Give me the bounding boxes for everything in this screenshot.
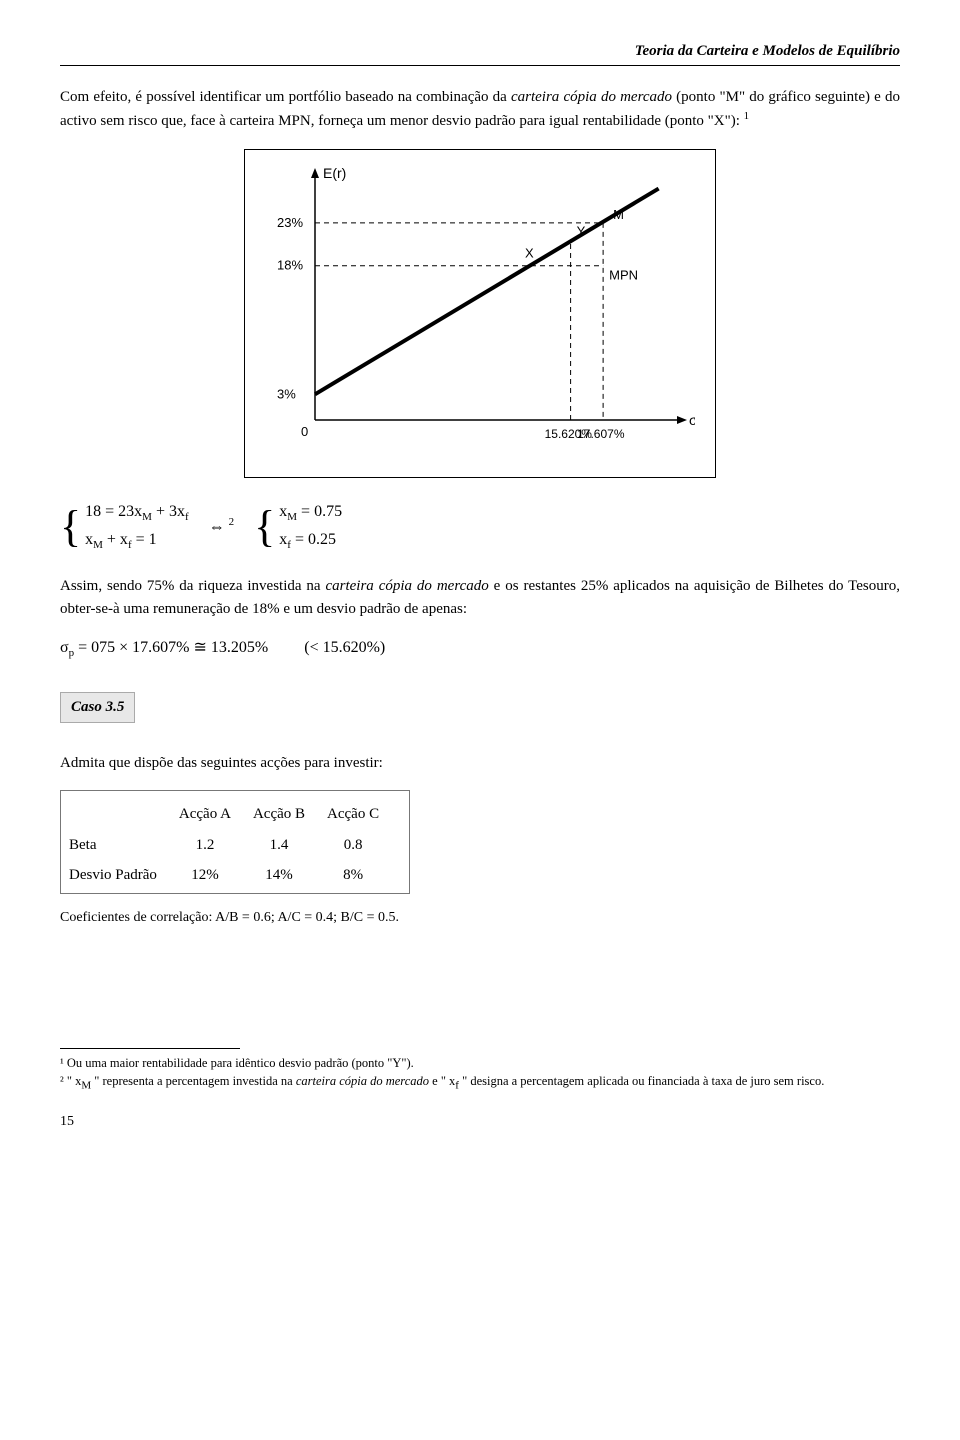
fn2-d: " designa a percentagem aplicada ou fina… (459, 1074, 824, 1088)
svg-text:E(r): E(r) (323, 165, 346, 181)
stock-table: Acção A Acção B Acção C Beta 1.2 1.4 0.8… (69, 799, 401, 891)
equation-system: { 18 = 23xM + 3xf xM + xf = 1 ⇔ 2 { xM =… (60, 498, 900, 555)
table-row: Desvio Padrão 12% 14% 8% (69, 860, 401, 891)
fn2-b: " representa a percentagem investida na (91, 1074, 296, 1088)
sigma-equation: σp = 075 × 17.607% ≅ 13.205% (< 15.620%) (60, 636, 900, 662)
capm-chart: E(r)σ023%18%3%15.620%17.607%MYXMPN (255, 160, 695, 460)
footnote-mark-1: 1 (744, 110, 750, 122)
caso-heading: Caso 3.5 (60, 692, 135, 723)
eq-right-col: xM = 0.75 xf = 0.25 (279, 498, 342, 555)
paragraph-1: Com efeito, é possível identificar um po… (60, 86, 900, 133)
th-blank (69, 799, 179, 830)
fn2-subM: M (81, 1079, 91, 1091)
svg-text:3%: 3% (277, 386, 296, 401)
eq-l2c: = 1 (132, 531, 157, 548)
cell: 14% (253, 860, 327, 891)
th-c: Acção C (327, 799, 401, 830)
running-header: Teoria da Carteira e Modelos de Equilíbr… (60, 40, 900, 63)
svg-text:23%: 23% (277, 214, 303, 229)
eq-l1b: + 3x (152, 503, 185, 520)
row-label: Beta (69, 830, 179, 861)
paragraph-2: Assim, sendo 75% da riqueza investida na… (60, 575, 900, 620)
svg-text:Y: Y (577, 223, 586, 238)
svg-text:X: X (525, 245, 534, 260)
eq-l1a: 18 = 23x (85, 503, 142, 520)
eq-left-col: 18 = 23xM + 3xf xM + xf = 1 (85, 498, 189, 555)
paragraph-3: Admita que dispõe das seguintes acções p… (60, 752, 900, 775)
eq-l2b: + x (103, 531, 128, 548)
footnote-1: ¹ Ou uma maior rentabilidade para idênti… (60, 1055, 900, 1073)
eq-l2-subM: M (93, 539, 103, 551)
correlation-note: Coeficientes de correlação: A/B = 0.6; A… (60, 907, 900, 928)
footnote-2: ² " xM " representa a percentagem invest… (60, 1073, 900, 1094)
svg-text:MPN: MPN (609, 267, 638, 282)
svg-text:17.607%: 17.607% (577, 427, 625, 441)
cell: 1.2 (179, 830, 253, 861)
eq-l2a: x (85, 531, 93, 548)
cell: 12% (179, 860, 253, 891)
iff-symbol: ⇔ 2 (209, 514, 235, 539)
row-label: Desvio Padrão (69, 860, 179, 891)
sigma-note: (< 15.620%) (304, 639, 385, 656)
fn2-a: ² " x (60, 1074, 81, 1088)
svg-text:M: M (613, 206, 624, 221)
left-brace-1: { (60, 507, 81, 547)
eq-r2b: = 0.25 (291, 531, 336, 548)
sigma-expr: = 075 × 17.607% ≅ 13.205% (74, 639, 268, 656)
header-rule (60, 65, 900, 66)
table-row: Beta 1.2 1.4 0.8 (69, 830, 401, 861)
p1-ital: carteira cópia do mercado (511, 89, 672, 105)
sigma-sym: σ (60, 639, 69, 656)
page-number: 15 (60, 1111, 900, 1132)
svg-text:σ: σ (689, 412, 695, 428)
cell: 8% (327, 860, 401, 891)
th-a: Acção A (179, 799, 253, 830)
eq-l1-subf: f (185, 511, 189, 523)
cell: 0.8 (327, 830, 401, 861)
footnote-mark-2: 2 (229, 516, 235, 528)
chart-box: E(r)σ023%18%3%15.620%17.607%MYXMPN (244, 149, 716, 479)
eq-l1-subM: M (142, 511, 152, 523)
svg-text:18%: 18% (277, 257, 303, 272)
chart-container: E(r)σ023%18%3%15.620%17.607%MYXMPN (60, 149, 900, 479)
eq-r1b: = 0.75 (297, 503, 342, 520)
footnote-rule (60, 1048, 240, 1049)
fn2-c: e " x (429, 1074, 455, 1088)
cell: 1.4 (253, 830, 327, 861)
p1-pre: Com efeito, é possível identificar um po… (60, 89, 511, 105)
fn2-ital: carteira cópia do mercado (296, 1074, 429, 1088)
stock-table-frame: Acção A Acção B Acção C Beta 1.2 1.4 0.8… (60, 790, 410, 894)
table-header-row: Acção A Acção B Acção C (69, 799, 401, 830)
svg-text:0: 0 (301, 424, 308, 439)
left-brace-2: { (254, 507, 275, 547)
p2-pre: Assim, sendo 75% da riqueza investida na (60, 578, 325, 594)
iff-arrow: ⇔ (209, 518, 225, 535)
p2-ital: carteira cópia do mercado (325, 578, 488, 594)
th-b: Acção B (253, 799, 327, 830)
eq-r1-subM: M (287, 511, 297, 523)
